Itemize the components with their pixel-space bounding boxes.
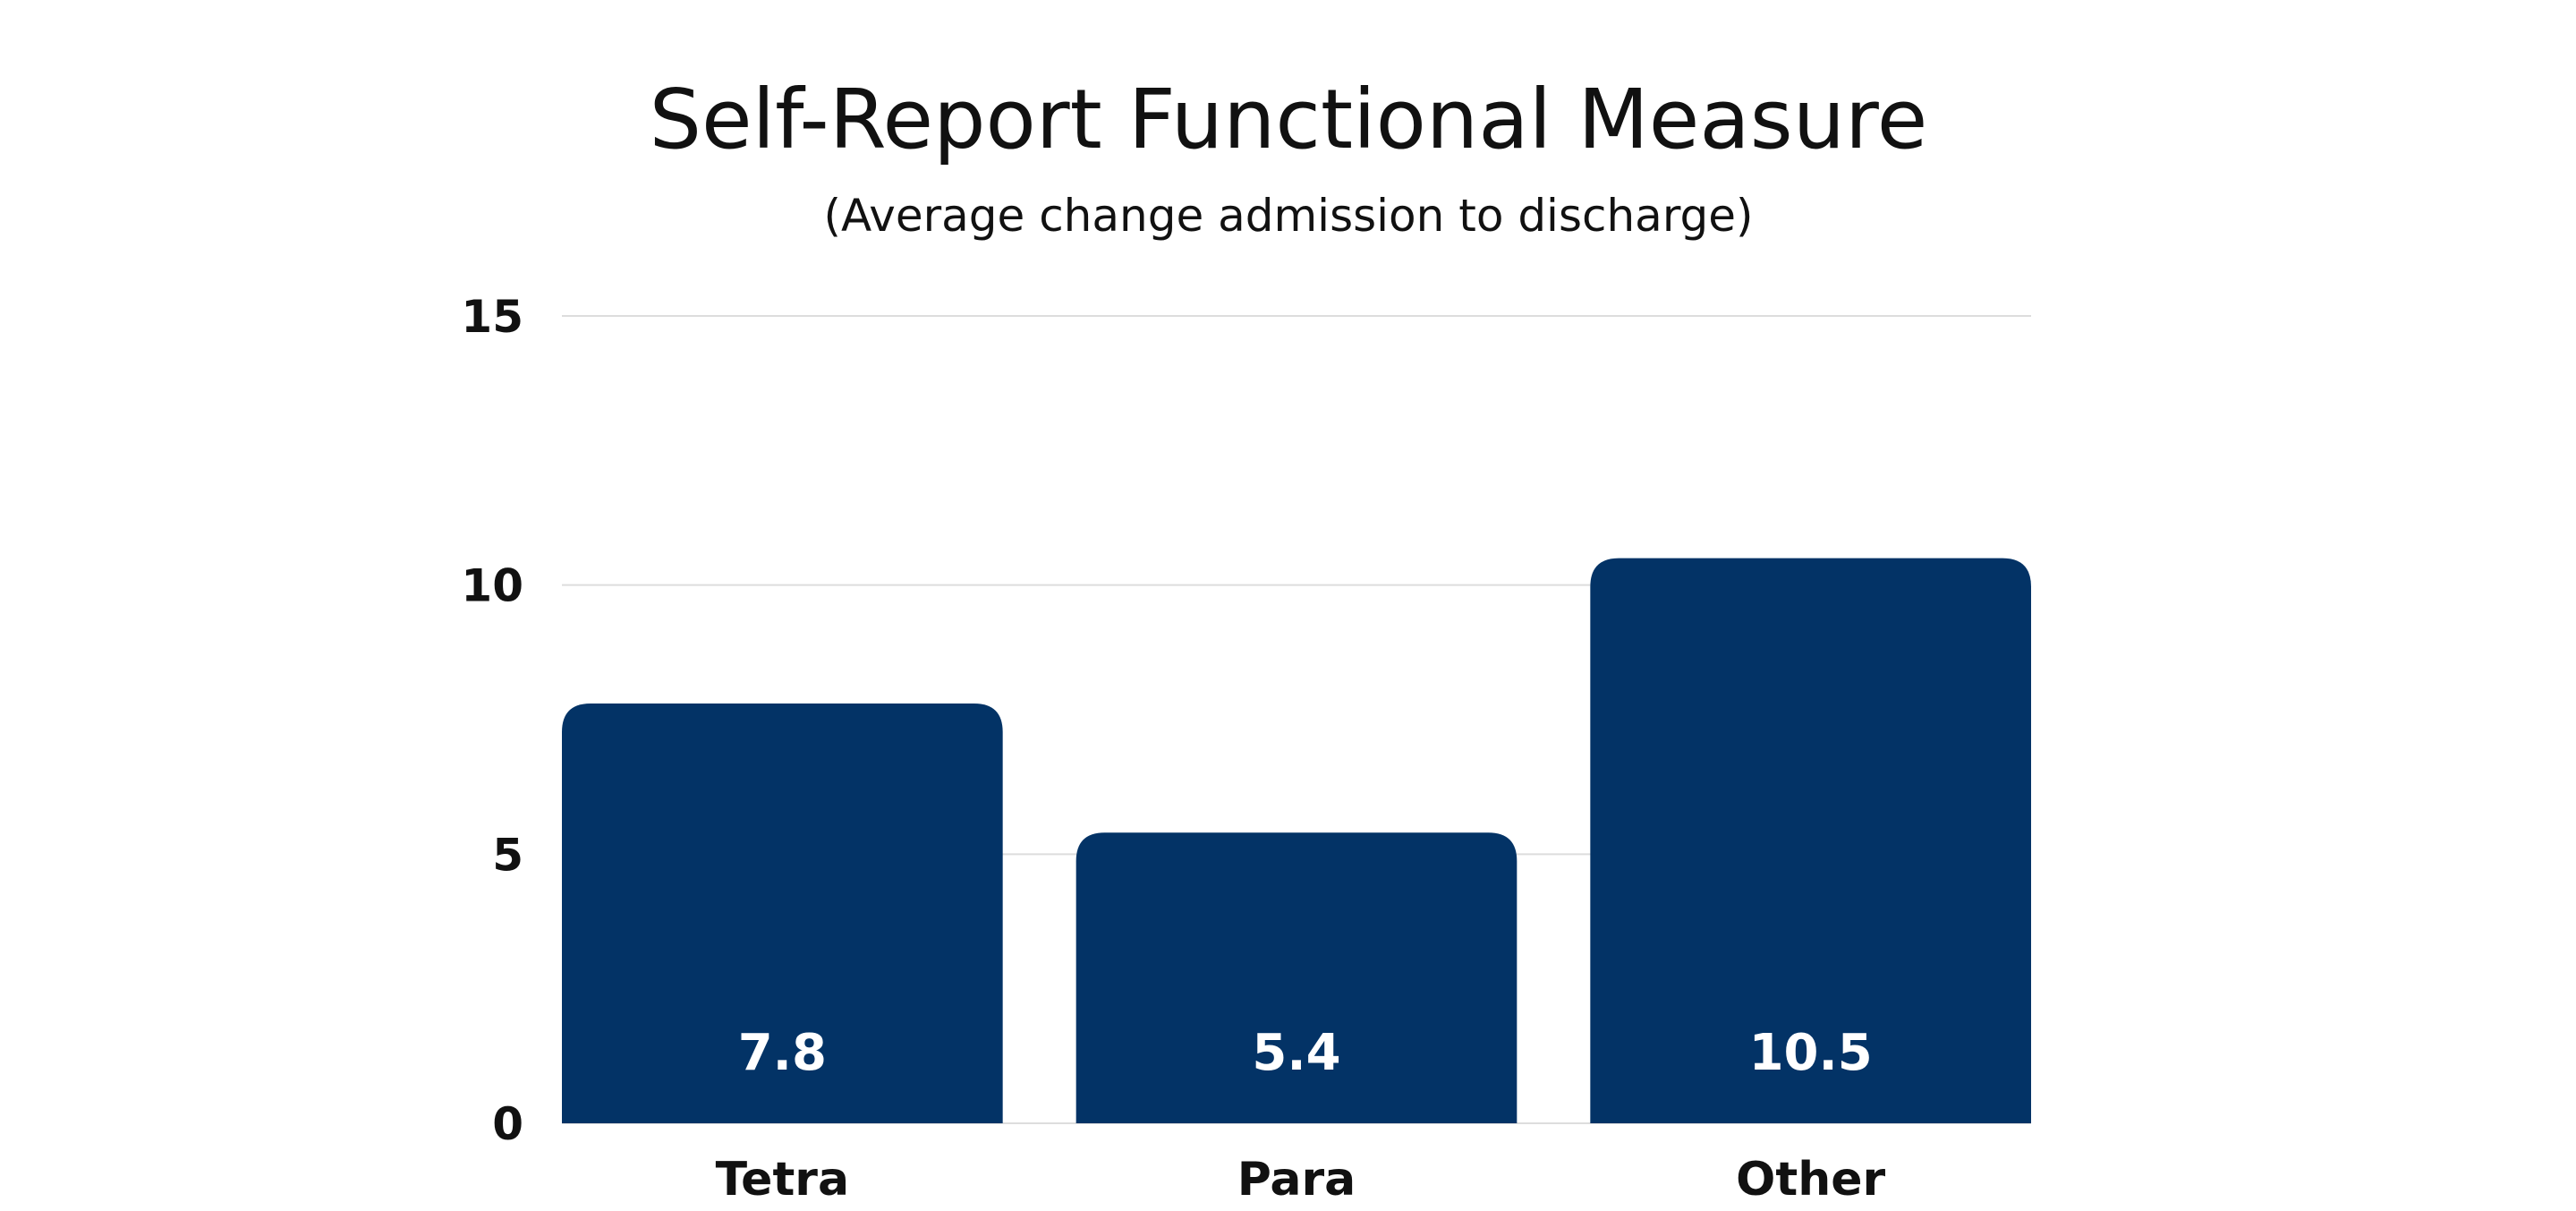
y-tick-label: 15 <box>461 291 523 343</box>
bar-value-label: 7.8 <box>738 1024 827 1082</box>
bars: 7.8 5.4 10.5 <box>562 558 2031 1123</box>
y-tick-label: 5 <box>492 829 523 881</box>
bar-value-label: 5.4 <box>1252 1024 1340 1082</box>
y-tick-label: 0 <box>492 1098 523 1150</box>
x-tick-label: Para <box>1237 1153 1356 1207</box>
x-axis-ticks: Tetra Para Other <box>716 1153 1886 1207</box>
bar-other <box>1590 558 2031 1123</box>
bar-tetra <box>562 703 1003 1123</box>
bar-para <box>1075 832 1518 1123</box>
x-tick-label: Tetra <box>716 1153 849 1207</box>
x-tick-label: Other <box>1736 1153 1885 1207</box>
chart-subtitle: (Average change admission to discharge) <box>823 190 1753 242</box>
y-tick-label: 10 <box>461 560 523 612</box>
y-axis-ticks: 0 5 10 15 <box>461 291 523 1150</box>
bar-value-label: 10.5 <box>1749 1024 1873 1082</box>
chart-title: Self-Report Functional Measure <box>650 72 1928 167</box>
